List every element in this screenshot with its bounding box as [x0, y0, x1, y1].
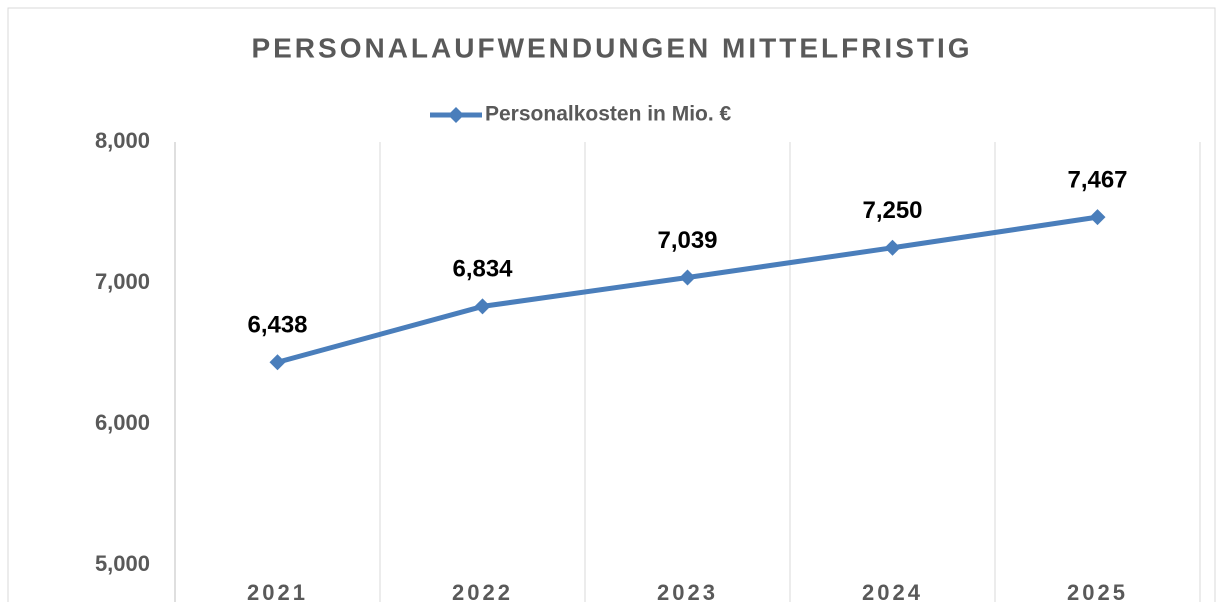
x-tick-label: 2022 [452, 580, 513, 602]
x-tick-label: 2024 [862, 580, 923, 602]
data-label: 7,250 [862, 197, 922, 224]
y-tick-label: 7,000 [95, 269, 150, 294]
point-marker [269, 354, 286, 371]
y-tick-label: 6,000 [95, 410, 150, 435]
data-label: 7,467 [1067, 166, 1127, 193]
x-tick-label: 2023 [657, 580, 718, 602]
chart-frame [7, 7, 1216, 602]
chart-title: PERSONALAUFWENDUNGEN MITTELFRISTIG [251, 32, 972, 63]
point-marker [884, 239, 901, 256]
data-label: 6,438 [247, 312, 307, 339]
legend-marker [448, 107, 464, 123]
y-tick-label: 5,000 [95, 551, 150, 576]
point-marker [1089, 209, 1106, 226]
legend-label: Personalkosten in Mio. € [485, 103, 732, 126]
point-marker [679, 269, 696, 286]
point-marker [474, 298, 491, 315]
data-label: 6,834 [452, 256, 513, 283]
data-label: 7,039 [657, 227, 717, 254]
y-tick-label: 8,000 [95, 128, 150, 153]
x-tick-label: 2025 [1067, 580, 1128, 602]
x-tick-label: 2021 [247, 580, 308, 602]
